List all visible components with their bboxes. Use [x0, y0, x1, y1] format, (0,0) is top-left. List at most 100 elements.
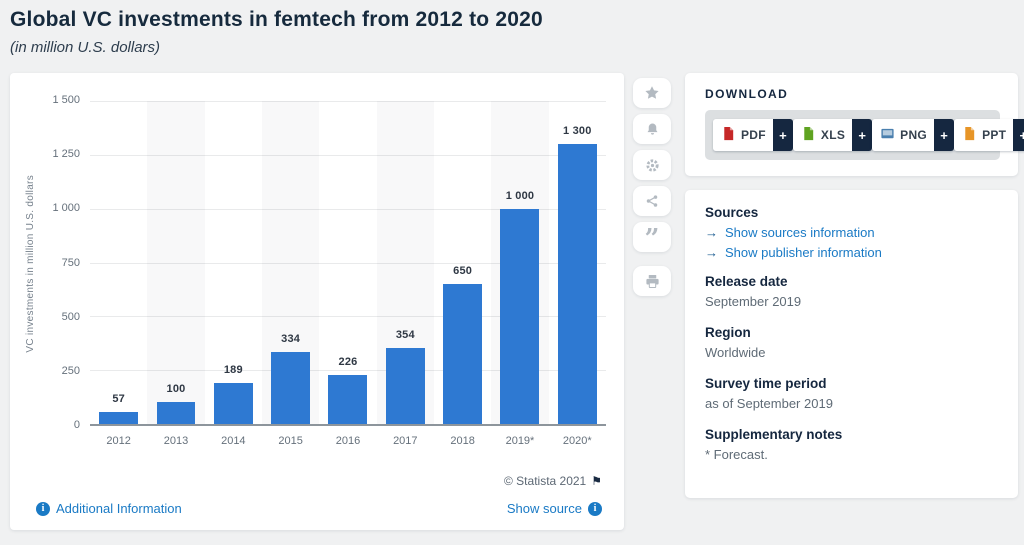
y-axis-ticks: 0 250 500 750 1 000 1 250 1 500	[42, 94, 90, 431]
copyright: © Statista 2021 ⚑	[504, 474, 602, 488]
x-axis-label: 2018	[450, 435, 475, 447]
favorite-button[interactable]	[633, 78, 671, 108]
survey-time-period-section: Survey time period as of September 2019	[705, 376, 833, 411]
x-axis-label: 2017	[393, 435, 418, 447]
print-button[interactable]	[633, 266, 671, 296]
plus-icon: +	[934, 119, 955, 151]
metadata-card: Sources → Show sources information → Sho…	[685, 190, 1018, 498]
plus-icon: +	[772, 119, 793, 151]
bell-icon	[645, 122, 660, 137]
flag-icon: ⚑	[591, 474, 602, 488]
bar-2012[interactable]	[99, 411, 139, 424]
bar-column: 189	[205, 101, 262, 424]
sources-section: Sources → Show sources information → Sho…	[705, 205, 998, 260]
bar-value-label: 354	[395, 328, 415, 341]
bar-column: 650	[434, 101, 491, 424]
bar-2014[interactable]	[213, 383, 253, 424]
bar-value-label: 1 000	[505, 189, 535, 202]
chart-card: VC investments in million U.S. dollars 0…	[10, 73, 624, 530]
info-icon	[36, 501, 50, 516]
bar-value-label: 226	[338, 356, 358, 369]
png-file-icon	[880, 126, 895, 144]
bar-2019[interactable]	[500, 208, 540, 424]
printer-icon	[645, 274, 660, 289]
right-sidebar: DOWNLOAD PDF + XLS +	[685, 73, 1024, 498]
chart-subtitle: (in million U.S. dollars)	[10, 39, 161, 56]
gear-icon	[645, 158, 660, 173]
chart-header: Global VC investments in femtech from 20…	[0, 0, 1024, 56]
sources-heading: Sources	[705, 205, 759, 220]
download-heading: DOWNLOAD	[705, 87, 789, 101]
y-axis-title: VC investments in million U.S. dollars	[24, 174, 36, 353]
plus-icon: +	[1013, 119, 1024, 151]
download-pdf-button[interactable]: PDF +	[713, 119, 793, 151]
xls-file-icon	[801, 126, 816, 144]
x-axis-label: 2020*	[562, 435, 592, 447]
bar-2020[interactable]	[557, 144, 597, 424]
x-axis-label: 2019*	[505, 435, 535, 447]
release-date-section: Release date September 2019	[705, 274, 802, 309]
download-tray: PDF + XLS + PNG +	[705, 110, 1024, 160]
page-title: Global VC investments in femtech from 20…	[10, 8, 543, 31]
arrow-icon: →	[705, 225, 718, 240]
y-tick-label: 1 250	[52, 148, 80, 161]
bar-column: 334	[262, 101, 319, 424]
y-tick-label: 500	[61, 310, 80, 323]
y-tick-label: 750	[61, 256, 80, 269]
gridline	[90, 262, 606, 264]
bar-value-label: 189	[223, 364, 243, 377]
x-axis-label: 2015	[278, 435, 303, 447]
x-axis-label: 2013	[163, 435, 189, 447]
gridline	[90, 370, 606, 372]
bar-value-label: 334	[281, 333, 301, 346]
ppt-file-icon	[962, 126, 977, 144]
bar-2013[interactable]	[156, 402, 196, 424]
bar-column: 100	[147, 101, 204, 424]
bar-value-label: 650	[453, 265, 473, 278]
bar-2016[interactable]	[328, 375, 368, 424]
y-tick-label: 0	[73, 419, 80, 431]
bar-column: 354	[377, 101, 434, 424]
settings-button[interactable]	[633, 150, 671, 180]
gridline	[90, 101, 606, 102]
show-sources-information-link[interactable]: → Show sources information	[705, 225, 875, 240]
bar-value-label: 57	[112, 392, 125, 405]
gridline	[90, 154, 606, 156]
arrow-icon: →	[705, 245, 718, 260]
bar-column: 1 000	[491, 101, 548, 424]
download-png-button[interactable]: PNG +	[872, 119, 955, 151]
pdf-file-icon	[721, 126, 736, 144]
bar-column: 1 300	[549, 101, 606, 424]
bar-value-label: 1 300	[563, 125, 592, 138]
download-ppt-button[interactable]: PPT +	[954, 119, 1024, 151]
quote-icon	[645, 229, 660, 245]
x-axis-label: 2016	[335, 435, 361, 447]
gridline	[90, 316, 606, 318]
show-source-link[interactable]: Show source	[507, 501, 602, 516]
info-icon	[588, 501, 602, 516]
region-section: Region Worldwide	[705, 325, 766, 360]
y-tick-label: 1 000	[52, 202, 80, 215]
bar-2017[interactable]	[385, 347, 425, 424]
y-tick-label: 250	[61, 364, 80, 377]
x-axis-label: 2014	[221, 435, 246, 447]
download-xls-button[interactable]: XLS +	[792, 119, 873, 151]
share-icon	[645, 194, 659, 208]
bar-column: 57	[90, 101, 147, 424]
alert-button[interactable]	[633, 114, 671, 144]
supplementary-notes-section: Supplementary notes * Forecast.	[705, 427, 843, 462]
action-icon-rail	[633, 78, 671, 302]
additional-information-link[interactable]: Additional Information	[36, 501, 182, 516]
plot-area: 57 100 189 334 226 354 650 1 000 1 300	[90, 101, 606, 426]
gridline	[90, 208, 606, 210]
bar-column: 226	[319, 101, 376, 424]
bar-2018[interactable]	[443, 284, 483, 424]
show-publisher-information-link[interactable]: → Show publisher information	[705, 245, 882, 260]
share-button[interactable]	[633, 186, 671, 216]
bar-2015[interactable]	[271, 352, 311, 424]
cite-button[interactable]	[633, 222, 671, 252]
bar-value-label: 100	[166, 383, 186, 396]
plus-icon: +	[852, 119, 873, 151]
x-axis-label: 2012	[106, 435, 131, 447]
download-card: DOWNLOAD PDF + XLS +	[685, 73, 1024, 176]
